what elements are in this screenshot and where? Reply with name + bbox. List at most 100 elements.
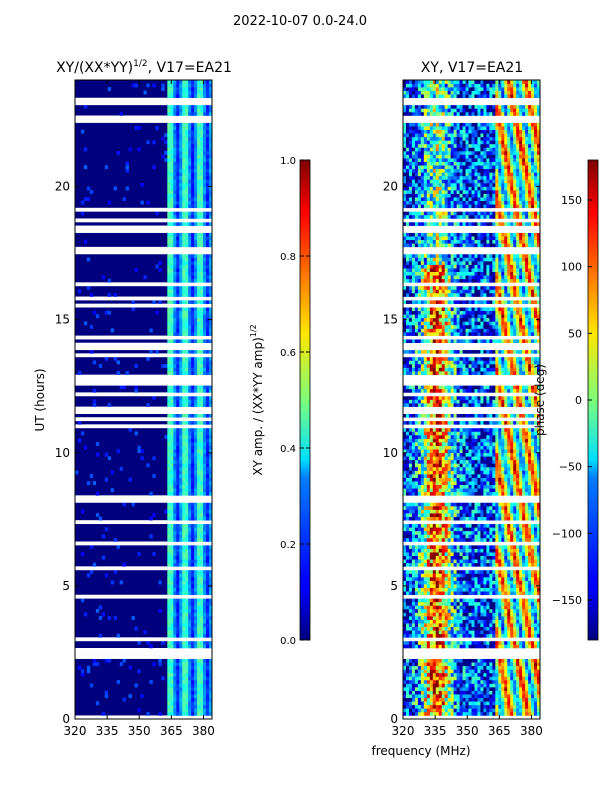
panel2-cell (471, 534, 475, 539)
panel2-cell (495, 545, 499, 549)
panel2-cell (480, 640, 484, 645)
panel2-cell (498, 516, 502, 521)
panel1-cell (191, 190, 195, 194)
panel1-cell (185, 388, 189, 393)
panel2-cell (528, 630, 532, 635)
panel1-cell (179, 481, 183, 485)
panel2-cell (447, 665, 451, 670)
panel2-cell (462, 608, 466, 613)
panel2-cell (417, 633, 422, 638)
panel1-cell (122, 658, 126, 663)
panel2-cell (477, 537, 481, 542)
panel1-cell (197, 403, 201, 407)
panel1-cell (188, 601, 192, 606)
panel2-cell (480, 580, 484, 585)
panel1-cell (125, 161, 129, 166)
panel2-cell (510, 484, 514, 489)
panel2-cell (495, 701, 499, 706)
panel2-cell (462, 591, 466, 596)
panel2-cell (498, 612, 502, 617)
panel2-cell (459, 676, 463, 681)
panel2-cell (417, 534, 422, 539)
panel1-cell (176, 261, 180, 265)
panel1-cell (185, 385, 189, 390)
panel2-cell (429, 633, 434, 638)
panel1-cell (191, 466, 195, 471)
y-tick-label: 0 (62, 712, 70, 726)
panel1-cell (197, 672, 201, 677)
panel1-cell (209, 211, 213, 216)
panel1-cell (179, 321, 183, 326)
panel2-cell (525, 630, 529, 635)
panel2-cell (525, 537, 529, 542)
panel1-cell (209, 630, 213, 635)
panel2-cell (483, 502, 487, 507)
panel1-cell (176, 395, 180, 400)
panel1-cell (113, 186, 117, 191)
panel1-cell (179, 573, 183, 578)
panel2-cell (513, 619, 517, 624)
panel1-cell (197, 704, 201, 709)
panel1-cell (137, 640, 141, 645)
panel2-cell (468, 548, 472, 553)
panel1-cell (188, 285, 192, 290)
panel1-title: XY/(XX*YY)1/2, V17=EA21 (56, 59, 232, 76)
panel2-cell (507, 580, 511, 585)
panel1-cell (200, 506, 204, 510)
panel2-cell (411, 488, 416, 493)
panel2-cell (447, 591, 451, 596)
panel2-cell (450, 665, 454, 670)
panel2-cell (492, 619, 496, 624)
panel1-cell (152, 552, 156, 556)
panel2-cell (403, 626, 407, 631)
panel1-cell (200, 200, 204, 205)
panel2-cell (403, 630, 407, 635)
panel2-cell (486, 587, 490, 592)
panel2-cell (453, 509, 457, 514)
panel2-cell (408, 697, 413, 702)
panel2-cell (525, 527, 529, 532)
panel2-cell (444, 658, 448, 663)
panel1-cell (191, 470, 195, 475)
panel1-cell (173, 587, 177, 592)
panel2-cell (403, 534, 407, 539)
panel1-cell (179, 516, 183, 521)
panel1-cell (185, 94, 189, 99)
panel1-cell (179, 367, 183, 372)
panel1-cell (182, 143, 186, 148)
panel1-cell (188, 506, 192, 510)
panel1-cell (200, 94, 204, 99)
panel1-gap-row (75, 246, 212, 251)
panel1-cell (182, 165, 186, 170)
panel2-cell (444, 708, 448, 713)
panel1-cell (176, 484, 180, 489)
panel1-cell (188, 264, 192, 269)
panel1-cell (209, 690, 213, 695)
panel1-cell (191, 356, 195, 361)
panel2-cell (513, 616, 517, 620)
panel1-cell (167, 158, 171, 162)
panel2-cell (471, 569, 475, 574)
panel2-cell (504, 527, 508, 532)
panel1-cell (206, 371, 210, 375)
panel1-cell (194, 90, 198, 95)
panel1-cell (209, 129, 213, 134)
panel2-cell (414, 640, 419, 645)
panel2-cell (507, 701, 511, 706)
panel1-cell (167, 506, 171, 510)
panel1-cell (182, 364, 186, 368)
panel2-cell (522, 502, 526, 507)
panel2-cell (510, 534, 514, 539)
panel1-cell (197, 474, 201, 478)
panel2-cell (414, 608, 419, 613)
panel1-cell (200, 662, 204, 667)
panel2-cell (423, 488, 428, 493)
panel2-cell (477, 545, 481, 549)
panel2-cell (525, 513, 529, 517)
panel2-cell (504, 587, 508, 592)
panel2-cell (432, 694, 437, 698)
panel2-cell (513, 626, 517, 631)
panel2-cell (489, 616, 493, 620)
panel1-cell (191, 214, 195, 219)
panel1-cell (206, 324, 210, 329)
